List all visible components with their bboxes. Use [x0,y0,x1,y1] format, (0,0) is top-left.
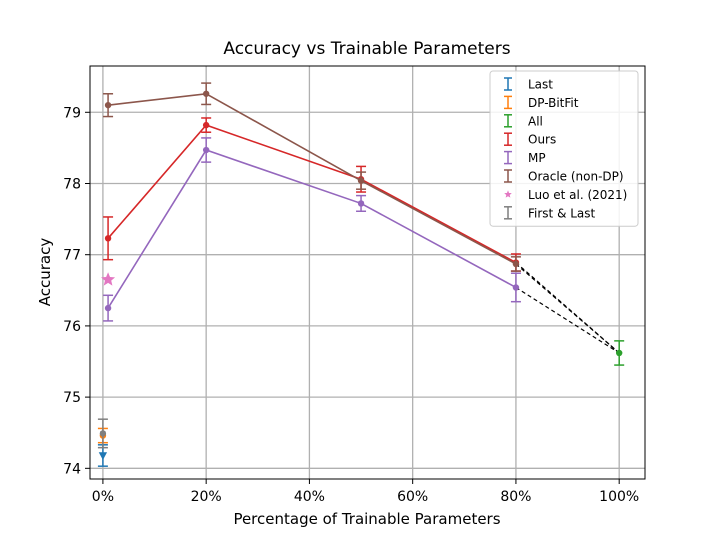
series-luo-et-al-2021 [101,272,116,286]
data-point-luo-et-al-2021 [101,272,116,286]
x-tick-label: 0% [92,489,114,505]
x-tick-label: 40% [294,489,325,505]
data-point-all [615,349,623,357]
x-tick-label: 20% [191,489,222,505]
y-tick-label: 77 [63,248,81,264]
series-first-last [97,418,108,449]
series-line-mp [107,149,517,309]
y-axis-label: Accuracy [36,238,54,307]
legend-marker-luo-et-al-2021 [504,190,512,198]
dashed-connector [515,263,620,354]
series-all [614,340,625,366]
series-ours [103,117,521,272]
chart-title: Accuracy vs Trainable Parameters [223,39,510,59]
dashed-connectors [515,262,620,354]
series-line-oracle-non-dp [107,92,517,265]
data-point-oracle-non-dp [512,260,520,268]
data-point-mp [202,146,210,154]
y-tick-label: 79 [63,105,81,121]
legend: Last DP-BitFit All Ours MP Oracle (non-DP) Luo… [489,70,639,227]
legend-label-dp-bitfit: DP-BitFit [528,96,579,110]
series-mp [103,137,521,322]
data-point-ours [202,121,210,129]
x-axis-label: Percentage of Trainable Parameters [233,510,500,528]
series-line-ours [107,124,517,264]
y-tick-label: 78 [63,176,81,192]
legend-label-mp: MP [528,151,546,165]
legend-label-ours: Ours [528,133,556,147]
dashed-connector [515,286,620,354]
data-point-ours [104,235,112,242]
x-tick-label: 80% [500,489,531,505]
x-tick-label: 60% [397,489,428,505]
legend-label-oracle-non-dp: Oracle (non-DP) [528,170,624,184]
data-point-mp [512,284,520,291]
x-tick-label: 100% [599,489,639,505]
legend-label-last: Last [528,78,553,92]
data-point-oracle-non-dp [104,101,112,109]
data-point-last [98,452,108,460]
y-axis-ticks: 74 75 76 77 78 79 [63,105,90,477]
x-axis-ticks: 0% 20% 40% 60% 80% 100% [92,479,639,505]
series-oracle-non-dp [103,82,521,272]
legend-box [489,70,639,227]
data-point-mp [104,304,112,312]
y-tick-label: 75 [63,390,81,406]
data-point-oracle-non-dp [202,90,210,97]
data-point-first-last [99,430,107,437]
y-tick-label: 74 [63,461,81,477]
y-tick-label: 76 [63,319,81,335]
series-layer [97,82,625,467]
data-point-oracle-non-dp [357,177,365,184]
plot-frame [89,65,646,480]
data-point-mp [357,200,365,207]
legend-label-luo-et-al-2021: Luo et al. (2021) [528,188,627,202]
legend-label-first-last: First & Last [528,206,596,220]
legend-label-all: All [528,114,543,128]
